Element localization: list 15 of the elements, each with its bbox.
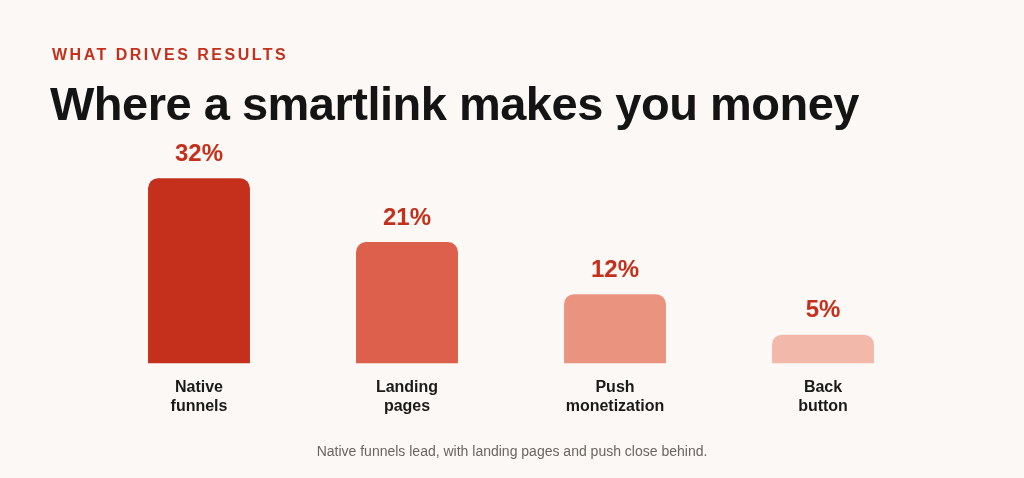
bar: [772, 334, 874, 364]
bar: [148, 178, 250, 364]
data-label: 21%: [382, 202, 432, 230]
data-label: 12%: [590, 254, 640, 282]
data-label: 5%: [805, 295, 841, 323]
bar: [356, 242, 458, 364]
x-tick-label: Native funnels: [170, 377, 228, 414]
text: Native funnels lead, with landing pages and push close behind.: [315, 443, 709, 459]
x-tick-label: Landing pages: [375, 377, 439, 414]
x-tick-label: Back button: [798, 377, 848, 414]
data-label: 32%: [174, 138, 224, 166]
chart-title: Where a smartlink makes you money: [50, 76, 859, 131]
bar: [564, 294, 666, 364]
x-tick-label: Push monetization: [565, 377, 665, 414]
chart-subtitle: WHAT DRIVES RESULTS: [52, 46, 289, 64]
